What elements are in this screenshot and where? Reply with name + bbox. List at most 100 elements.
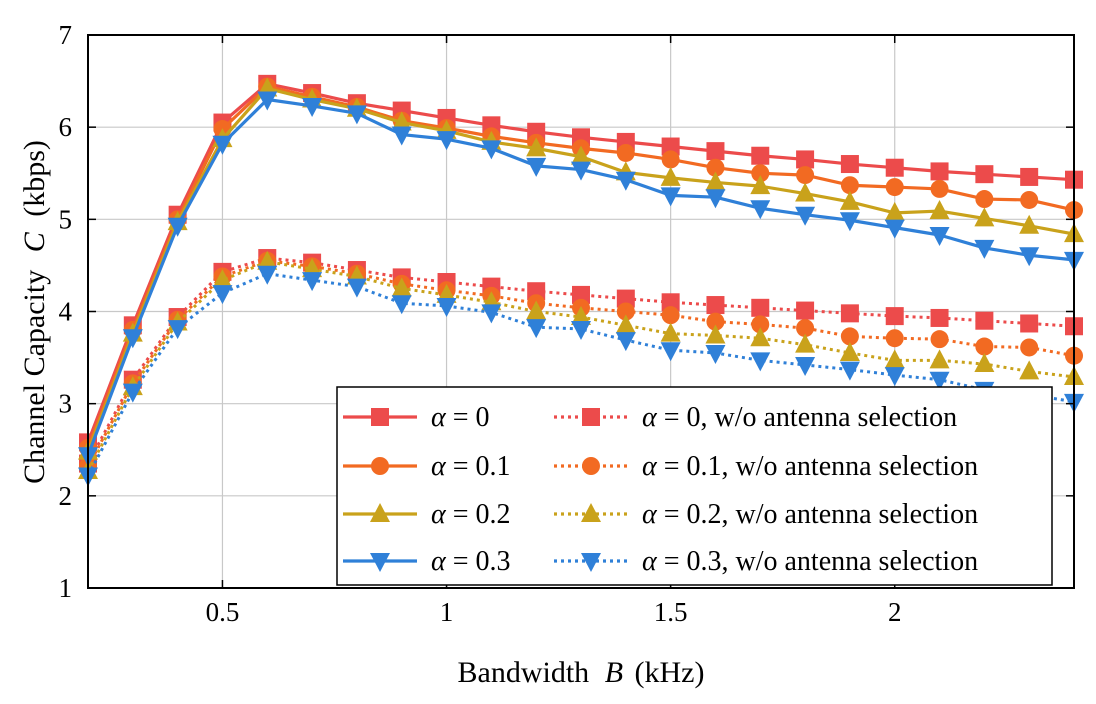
- y-tick-label: 4: [59, 297, 73, 327]
- legend-label-text: = 0, w/o antenna selection: [657, 402, 957, 433]
- data-point: [616, 289, 635, 308]
- data-point: [571, 161, 591, 181]
- legend-label-text: = 0.3, w/o antenna selection: [657, 546, 978, 577]
- legend-box: [336, 386, 1053, 586]
- data-point: [526, 319, 547, 339]
- legend-item: α = 0.3, w/o antenna selection: [554, 546, 978, 577]
- data-point: [167, 217, 188, 237]
- data-point: [885, 178, 904, 197]
- legend-label-text: = 0.2, w/o antenna selection: [657, 499, 978, 530]
- data-point: [436, 131, 457, 151]
- x-axis-title: Bandwidth B (kHz): [458, 656, 705, 689]
- data-point: [974, 207, 995, 227]
- data-point: [885, 329, 904, 348]
- series-line: [86, 272, 1075, 477]
- legend-marker: [370, 503, 390, 522]
- data-point: [481, 304, 502, 324]
- data-point: [302, 272, 323, 292]
- legend-marker: [370, 553, 390, 572]
- legend-marker: [371, 408, 389, 426]
- legend-label-text: = 0.2: [446, 499, 511, 530]
- data-point: [1020, 338, 1039, 357]
- data-point: [885, 307, 904, 326]
- data-point: [930, 308, 949, 327]
- series-line: [86, 259, 1075, 468]
- data-point: [1020, 314, 1039, 333]
- data-point: [1020, 167, 1039, 186]
- legend-label: α = 0.1: [431, 451, 511, 482]
- data-point: [1019, 214, 1040, 234]
- legend-item: α = 0.1, w/o antenna selection: [554, 451, 978, 482]
- x-tick-label: 2: [888, 597, 902, 627]
- data-point: [122, 329, 143, 349]
- legend-label-symbol: α: [642, 499, 658, 530]
- data-point: [346, 278, 367, 298]
- data-point: [974, 239, 995, 259]
- data-point: [257, 91, 278, 111]
- data-point: [616, 143, 635, 162]
- legend-label: α = 0.2: [431, 499, 511, 530]
- x-axis-title-unit: (kHz): [635, 656, 705, 689]
- data-point: [929, 371, 950, 391]
- data-point: [212, 269, 233, 289]
- data-point: [167, 320, 188, 340]
- y-axis-title-unit: (kbps): [18, 140, 51, 217]
- data-point: [212, 285, 233, 305]
- x-tick-label: 0.5: [206, 597, 240, 627]
- data-point: [616, 302, 635, 321]
- data-point: [840, 155, 859, 174]
- data-point: [751, 298, 770, 317]
- legend-label-symbol: α: [642, 546, 658, 577]
- data-point: [975, 165, 994, 184]
- data-point: [436, 297, 457, 317]
- data-point: [795, 356, 816, 376]
- data-point: [796, 319, 815, 338]
- series-line: [86, 256, 1075, 465]
- data-point: [929, 349, 950, 369]
- axis-ticks: 0.5 1 1.5 2 1 2 3 4 5 6 7: [59, 20, 1074, 627]
- legend-label-symbol: α: [642, 451, 658, 482]
- data-point: [615, 332, 636, 352]
- data-point: [615, 171, 636, 191]
- legend-label-symbol: α: [431, 546, 447, 577]
- data-point: [571, 306, 591, 326]
- data-point: [571, 145, 591, 165]
- data-point: [661, 306, 680, 325]
- data-point: [660, 166, 681, 186]
- legend-label-symbol: α: [431, 451, 447, 482]
- data-point: [706, 296, 725, 315]
- data-point: [795, 182, 816, 202]
- legend-marker: [582, 408, 600, 426]
- legend-label: α = 0, w/o antenna selection: [642, 402, 957, 433]
- y-tick-label: 3: [59, 389, 73, 419]
- legend-label-text: = 0.3: [446, 546, 511, 577]
- data-point: [572, 285, 590, 304]
- data-point: [705, 189, 726, 209]
- data-point: [391, 277, 412, 297]
- legend-marker: [582, 457, 600, 475]
- y-tick-label: 1: [59, 573, 73, 603]
- data-point: [796, 166, 815, 185]
- legend-item: α = 0.2, w/o antenna selection: [554, 499, 978, 530]
- data-point: [796, 301, 815, 320]
- data-point: [840, 304, 859, 323]
- legend-label: α = 0.3, w/o antenna selection: [642, 546, 978, 577]
- data-point: [975, 337, 994, 356]
- data-point: [750, 327, 771, 347]
- data-point: [975, 190, 994, 209]
- legend-label: α = 0: [431, 402, 490, 433]
- data-point: [839, 341, 860, 361]
- data-point: [884, 219, 905, 239]
- data-point: [705, 171, 726, 191]
- data-point: [750, 352, 771, 372]
- data-point: [660, 342, 681, 362]
- data-point: [751, 164, 770, 183]
- data-point: [929, 227, 950, 247]
- x-tick-label: 1.5: [654, 597, 688, 627]
- data-point: [884, 201, 905, 221]
- data-point: [571, 321, 591, 341]
- y-axis-title: Channel Capacity C (kbps): [18, 140, 51, 484]
- data-point: [795, 333, 816, 353]
- y-axis-title-text: Channel Capacity: [18, 270, 51, 484]
